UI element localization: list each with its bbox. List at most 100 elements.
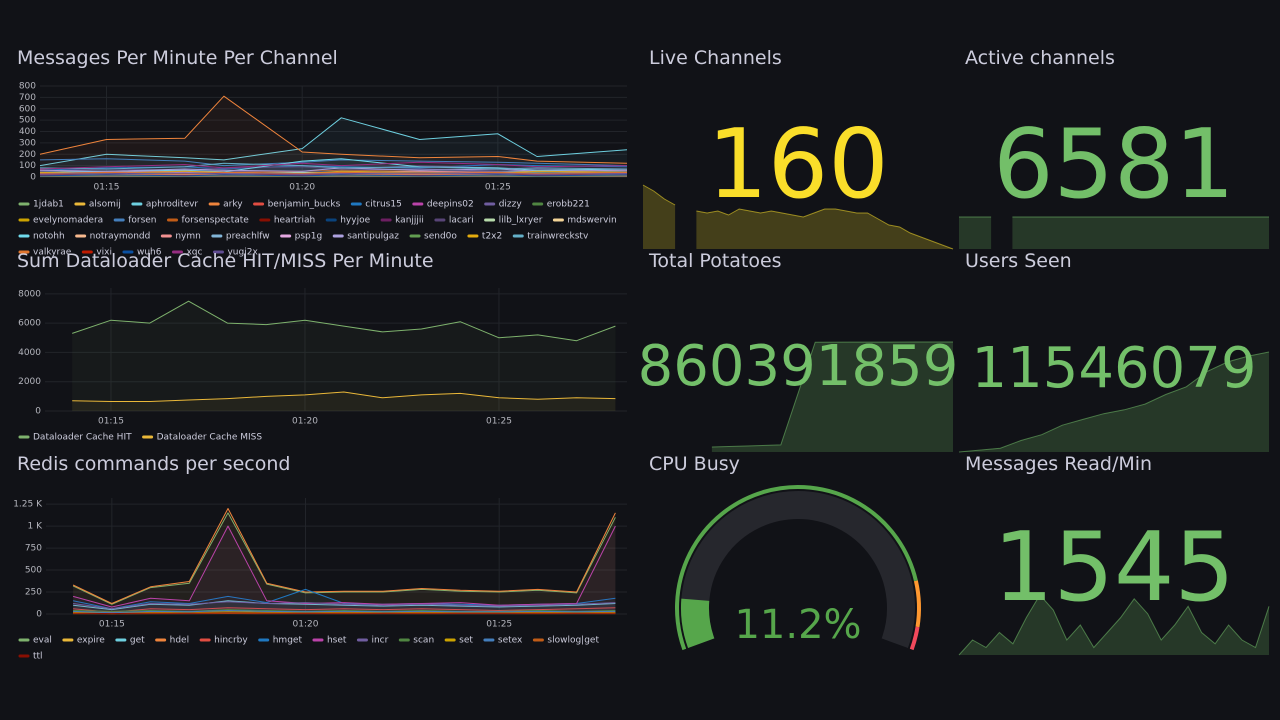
series-area: [72, 392, 616, 411]
legend-label: nymn: [175, 232, 201, 242]
stat-value: 6581: [993, 110, 1235, 220]
x-tick-label: 01:25: [485, 183, 511, 193]
x-tick-label: 01:20: [292, 417, 318, 427]
legend-label: arky: [223, 200, 243, 210]
legend-label: hmget: [273, 636, 303, 646]
series-line: [73, 600, 616, 611]
series-line: [72, 391, 616, 402]
legend-label: kanjjjii: [395, 216, 424, 226]
x-tick-label: 01:20: [293, 620, 319, 630]
panel-title: Users Seen: [965, 250, 1072, 272]
x-tick-label: 01:15: [98, 417, 124, 427]
panel-title: Live Channels: [649, 47, 782, 69]
series-line: [72, 300, 616, 342]
gauge-threshold: [909, 626, 920, 651]
sparkline-area: [959, 217, 1269, 249]
legend-label: get: [130, 636, 145, 646]
y-tick-label: 6000: [18, 319, 41, 329]
legend-label: valkyrae: [33, 248, 72, 258]
x-tick-label: 01:15: [99, 620, 125, 630]
legend-label: yugi2x: [227, 248, 258, 258]
y-tick-label: 0: [35, 407, 41, 417]
y-tick-label: 8000: [18, 289, 41, 299]
legend-label: citrus15: [365, 200, 402, 210]
panel-title: Active channels: [965, 47, 1115, 69]
panel-title: Messages Read/Min: [965, 453, 1152, 475]
y-tick-label: 300: [19, 138, 36, 148]
legend-label: erobb221: [547, 200, 590, 210]
panel-title: Sum Dataloader Cache HIT/MISS Per Minute: [17, 250, 434, 272]
legend-label: forsenspectate: [182, 216, 250, 226]
panel-title: Total Potatoes: [648, 250, 782, 272]
legend-label: set: [459, 636, 473, 646]
series-line: [73, 610, 616, 614]
series-line: [39, 164, 628, 171]
y-tick-label: 500: [25, 566, 42, 576]
x-tick-label: 01:20: [289, 183, 315, 193]
legend-label: expire: [77, 636, 105, 646]
legend-label: alsomij: [89, 200, 121, 210]
legend-label: psp1g: [295, 232, 323, 242]
series-area: [73, 526, 616, 614]
y-tick-label: 600: [19, 104, 36, 114]
series-line: [39, 175, 628, 177]
series-area: [72, 301, 616, 411]
series-line: [39, 167, 628, 172]
x-tick-label: 01:25: [486, 417, 512, 427]
series-line: [39, 95, 628, 164]
legend-label: Dataloader Cache MISS: [157, 433, 263, 443]
legend-label: eval: [33, 636, 52, 646]
legend-label: setex: [498, 636, 523, 646]
y-tick-label: 250: [25, 588, 42, 598]
y-tick-label: 1 K: [28, 522, 44, 532]
panel-title: Messages Per Minute Per Channel: [17, 47, 338, 69]
gauge-track: [681, 491, 915, 648]
y-tick-label: 100: [19, 161, 36, 171]
series-line: [72, 525, 616, 608]
sparkline: [958, 594, 1270, 656]
y-tick-label: 700: [19, 93, 36, 103]
legend-label: santipulgaz: [347, 232, 399, 242]
y-tick-label: 0: [36, 610, 42, 620]
series-area: [73, 508, 616, 614]
sparkline: [642, 184, 954, 250]
y-tick-label: 2000: [18, 377, 41, 387]
series-line: [39, 172, 628, 175]
legend-label: t2x2: [482, 232, 502, 242]
gauge-value: [680, 598, 715, 648]
legend-label: evelynomadera: [33, 216, 103, 226]
legend-label: heartriah: [274, 216, 315, 226]
stat-value: 11546079: [971, 336, 1256, 401]
legend-label: hdel: [170, 636, 189, 646]
series-line: [39, 170, 628, 175]
legend-label: 1jdab1: [33, 200, 64, 210]
sparkline: [711, 341, 953, 448]
legend-label: notohh: [33, 232, 65, 242]
legend-label: mdswervin: [567, 216, 616, 226]
series-line: [73, 609, 616, 612]
y-tick-label: 0: [30, 173, 36, 183]
series-line: [39, 158, 628, 167]
series-area: [40, 173, 627, 177]
sparkline-area: [643, 342, 953, 452]
legend-label: forsen: [128, 216, 156, 226]
series-line: [39, 162, 628, 170]
y-tick-label: 4000: [18, 348, 41, 358]
legend-label: benjamin_bucks: [268, 200, 341, 210]
y-tick-label: 400: [19, 127, 36, 137]
legend-label: lacari: [449, 216, 474, 226]
series-line: [73, 601, 616, 610]
series-line: [73, 611, 616, 614]
y-tick-label: 500: [19, 116, 36, 126]
legend-label: send0o: [424, 232, 457, 242]
legend-label: scan: [413, 636, 434, 646]
series-line: [39, 158, 628, 173]
sparkline: [958, 351, 1270, 453]
y-tick-label: 800: [19, 82, 36, 92]
series-line: [72, 512, 616, 605]
legend-label: wuh6: [137, 248, 162, 258]
legend-label: slowlog|get: [547, 636, 599, 646]
stat-value: 160: [707, 110, 888, 220]
legend-label: ttl: [33, 652, 43, 662]
